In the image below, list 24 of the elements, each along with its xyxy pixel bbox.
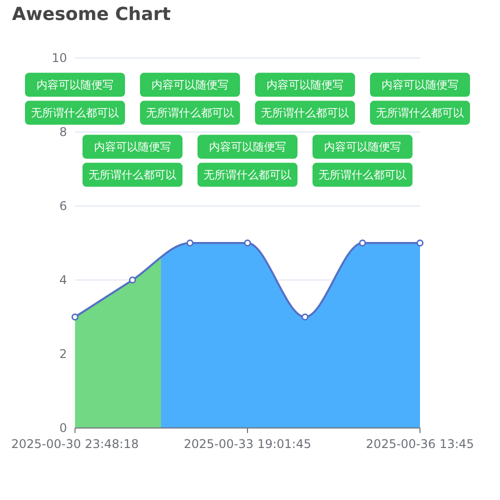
annotation: 无所谓什么都可以 (261, 106, 349, 120)
annotation: 内容可以随便写 (266, 78, 344, 92)
y-tick-label: 4 (59, 273, 67, 288)
x-tick-label: 2025-00-30 23:48:18 (11, 437, 139, 452)
y-tick-label: 8 (59, 125, 67, 140)
annotation: 内容可以随便写 (324, 140, 401, 154)
annotation: 无所谓什么都可以 (88, 168, 176, 182)
annotation: 无所谓什么都可以 (204, 168, 292, 182)
chart-title: Awesome Chart (12, 4, 172, 25)
y-tick-label: 10 (52, 51, 67, 66)
annotation: 无所谓什么都可以 (146, 106, 234, 120)
annotation: 内容可以随便写 (36, 78, 114, 92)
annotation: 内容可以随便写 (152, 78, 228, 92)
y-tick-label: 2 (59, 347, 67, 362)
y-tick-label: 6 (59, 199, 67, 214)
annotation: 无所谓什么都可以 (318, 168, 406, 182)
y-tick-label: 0 (59, 421, 67, 436)
annotation: 内容可以随便写 (94, 140, 171, 154)
annotation: 内容可以随便写 (382, 78, 458, 92)
annotation: 无所谓什么都可以 (31, 106, 119, 120)
x-tick-label: 2025-00-33 19:01:45 (184, 437, 312, 452)
annotation: 内容可以随便写 (209, 140, 286, 154)
annotation: 无所谓什么都可以 (376, 106, 464, 120)
x-tick-label: 2025-00-36 13:45 (366, 437, 474, 452)
